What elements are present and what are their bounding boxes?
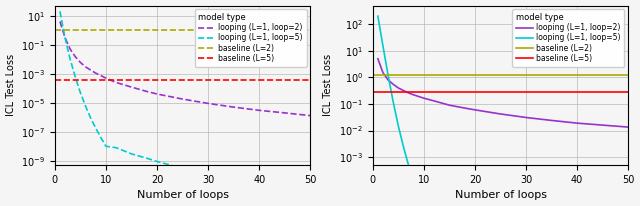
looping (L=1, loop=2): [72, 55, 79, 58]
looping (L=1, loop=2): [374, 57, 381, 60]
looping (L=1, loop=5): [389, 101, 397, 103]
looping (L=1, loop=5): [255, 184, 263, 187]
looping (L=1, loop=5): [404, 164, 412, 166]
looping (L=1, loop=5): [56, 10, 64, 13]
baseline (L=2): [374, 74, 381, 76]
looping (L=1, loop=2): [97, 74, 105, 77]
looping (L=1, loop=5): [67, 58, 74, 61]
looping (L=1, loop=2): [56, 20, 64, 23]
looping (L=1, loop=5): [72, 76, 79, 78]
looping (L=1, loop=2): [307, 114, 314, 117]
Line: looping (L=1, loop=5): looping (L=1, loop=5): [378, 16, 628, 206]
looping (L=1, loop=2): [82, 66, 90, 68]
looping (L=1, loop=5): [399, 145, 407, 148]
Legend: looping (L=1, loop=2), looping (L=1, loop=5), baseline (L=2), baseline (L=5): looping (L=1, loop=2), looping (L=1, loo…: [195, 9, 307, 67]
baseline (L=5): [56, 78, 64, 81]
looping (L=1, loop=5): [379, 45, 387, 47]
looping (L=1, loop=2): [410, 94, 417, 96]
looping (L=1, loop=2): [255, 109, 263, 112]
looping (L=1, loop=5): [179, 167, 186, 170]
looping (L=1, loop=2): [87, 69, 95, 71]
looping (L=1, loop=5): [97, 136, 105, 139]
looping (L=1, loop=5): [384, 74, 392, 76]
looping (L=1, loop=2): [204, 102, 212, 105]
looping (L=1, loop=2): [67, 48, 74, 50]
looping (L=1, loop=2): [112, 81, 120, 84]
looping (L=1, loop=2): [522, 116, 530, 119]
looping (L=1, loop=5): [92, 127, 100, 129]
looping (L=1, loop=2): [61, 36, 69, 39]
looping (L=1, loop=5): [143, 157, 150, 159]
looping (L=1, loop=2): [230, 106, 237, 108]
looping (L=1, loop=2): [497, 113, 504, 115]
baseline (L=5): [369, 91, 376, 94]
looping (L=1, loop=2): [430, 100, 438, 102]
looping (L=1, loop=2): [420, 97, 428, 99]
looping (L=1, loop=2): [102, 77, 110, 79]
looping (L=1, loop=2): [143, 90, 150, 93]
looping (L=1, loop=2): [548, 119, 556, 122]
looping (L=1, loop=5): [230, 180, 237, 182]
baseline (L=5): [374, 91, 381, 94]
looping (L=1, loop=2): [77, 61, 84, 64]
X-axis label: Number of loops: Number of loops: [454, 190, 547, 200]
looping (L=1, loop=5): [394, 125, 402, 127]
looping (L=1, loop=2): [625, 126, 632, 128]
looping (L=1, loop=2): [92, 72, 100, 74]
looping (L=1, loop=5): [82, 105, 90, 107]
looping (L=1, loop=5): [61, 36, 69, 39]
looping (L=1, loop=2): [384, 79, 392, 81]
looping (L=1, loop=2): [399, 89, 407, 92]
looping (L=1, loop=2): [415, 95, 422, 98]
looping (L=1, loop=5): [77, 91, 84, 94]
looping (L=1, loop=2): [153, 93, 161, 95]
looping (L=1, loop=2): [379, 71, 387, 74]
looping (L=1, loop=5): [127, 153, 135, 155]
looping (L=1, loop=2): [461, 107, 468, 109]
looping (L=1, loop=5): [415, 195, 422, 197]
looping (L=1, loop=2): [573, 122, 581, 124]
looping (L=1, loop=5): [410, 180, 417, 183]
looping (L=1, loop=5): [204, 174, 212, 177]
baseline (L=5): [51, 78, 59, 81]
Y-axis label: ICL Test Loss: ICL Test Loss: [323, 54, 333, 116]
Y-axis label: ICL Test Loss: ICL Test Loss: [6, 54, 15, 116]
looping (L=1, loop=2): [445, 104, 453, 107]
looping (L=1, loop=5): [153, 160, 161, 163]
looping (L=1, loop=5): [307, 194, 314, 197]
baseline (L=2): [56, 29, 64, 32]
X-axis label: Number of loops: Number of loops: [136, 190, 228, 200]
looping (L=1, loop=5): [102, 145, 110, 147]
looping (L=1, loop=2): [394, 87, 402, 89]
looping (L=1, loop=5): [112, 146, 120, 149]
looping (L=1, loop=2): [404, 92, 412, 94]
looping (L=1, loop=5): [281, 190, 289, 192]
looping (L=1, loop=5): [374, 15, 381, 17]
looping (L=1, loop=2): [127, 86, 135, 88]
Line: looping (L=1, loop=5): looping (L=1, loop=5): [60, 11, 310, 195]
baseline (L=2): [369, 74, 376, 76]
looping (L=1, loop=2): [281, 112, 289, 114]
looping (L=1, loop=2): [471, 109, 479, 111]
baseline (L=2): [51, 29, 59, 32]
Line: looping (L=1, loop=2): looping (L=1, loop=2): [378, 59, 628, 127]
looping (L=1, loop=2): [179, 98, 186, 100]
looping (L=1, loop=2): [389, 83, 397, 85]
looping (L=1, loop=5): [87, 117, 95, 119]
Line: looping (L=1, loop=2): looping (L=1, loop=2): [60, 21, 310, 116]
Legend: looping (L=1, loop=2), looping (L=1, loop=5), baseline (L=2), baseline (L=5): looping (L=1, loop=2), looping (L=1, loo…: [513, 9, 625, 67]
looping (L=1, loop=2): [599, 124, 607, 126]
